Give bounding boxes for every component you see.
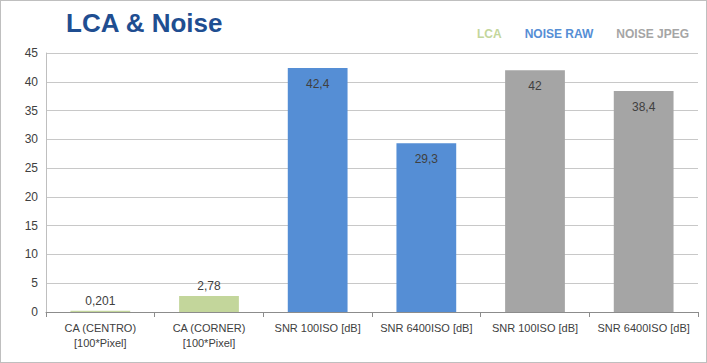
svg-text:SNR 6400ISO [dB]: SNR 6400ISO [dB] — [380, 322, 472, 334]
svg-text:[100*Pixel]: [100*Pixel] — [74, 337, 127, 349]
svg-text:38,4: 38,4 — [632, 100, 656, 114]
svg-text:5: 5 — [31, 276, 38, 290]
svg-text:42,4: 42,4 — [306, 77, 330, 91]
svg-text:SNR 6400ISO [dB]: SNR 6400ISO [dB] — [598, 322, 690, 334]
svg-text:[100*Pixel]: [100*Pixel] — [183, 337, 236, 349]
svg-text:LCA & Noise: LCA & Noise — [66, 8, 223, 38]
svg-text:10: 10 — [25, 247, 39, 261]
svg-text:2,78: 2,78 — [197, 279, 221, 293]
svg-text:40: 40 — [25, 75, 39, 89]
svg-text:15: 15 — [25, 219, 39, 233]
svg-text:SNR 100ISO [dB]: SNR 100ISO [dB] — [492, 322, 578, 334]
svg-text:CA (CENTRO): CA (CENTRO) — [65, 322, 137, 334]
svg-text:SNR 100ISO [dB]: SNR 100ISO [dB] — [275, 322, 361, 334]
svg-text:45: 45 — [25, 46, 39, 60]
svg-text:0,201: 0,201 — [85, 294, 115, 308]
svg-text:25: 25 — [25, 161, 39, 175]
svg-text:42: 42 — [528, 79, 542, 93]
svg-text:35: 35 — [25, 104, 39, 118]
svg-text:CA (CORNER): CA (CORNER) — [173, 322, 246, 334]
svg-text:29,3: 29,3 — [415, 152, 439, 166]
svg-text:NOISE RAW: NOISE RAW — [525, 27, 594, 41]
svg-text:20: 20 — [25, 190, 39, 204]
svg-text:NOISE JPEG: NOISE JPEG — [616, 27, 689, 41]
svg-text:0: 0 — [31, 305, 38, 319]
svg-text:LCA: LCA — [477, 27, 502, 41]
svg-text:30: 30 — [25, 132, 39, 146]
